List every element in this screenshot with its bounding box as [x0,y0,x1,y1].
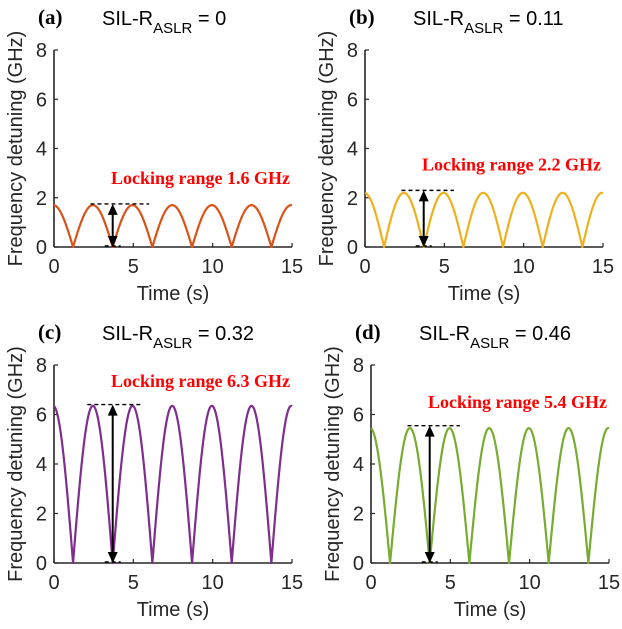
y-axis-title: Frequency detuning (GHz) [5,31,27,267]
x-axis-title: Time (s) [448,283,521,305]
arrow-head-up-icon [418,190,429,202]
y-tick-label: 0 [347,237,358,259]
panel-title-value: = 0.11 [503,8,563,30]
arrow-head-down-icon [424,552,435,563]
panel-title-subscript: ASLR [153,335,192,352]
x-tick-label: 0 [359,256,370,278]
panel-title-subscript: ASLR [464,20,503,37]
panel-title-subscript: ASLR [470,335,509,352]
x-tick-label: 0 [48,572,59,594]
y-tick-label: 4 [353,454,364,476]
x-tick-label: 0 [48,256,59,278]
x-tick-label: 10 [202,572,224,594]
x-axis-title: Time (s) [137,283,210,305]
x-tick-label: 5 [128,572,139,594]
y-tick-label: 2 [36,504,47,526]
y-tick-label: 2 [36,188,47,210]
x-tick-label: 5 [445,572,456,594]
y-axis-title: Frequency detuning (GHz) [322,346,344,582]
y-tick-label: 6 [36,89,47,111]
panel-letter: (a) [38,5,63,29]
x-tick-label: 0 [365,572,376,594]
panel-title-subscript: ASLR [153,20,192,37]
series-line [53,204,293,249]
series-line [364,191,604,249]
y-tick-label: 8 [347,40,358,62]
series-line [53,404,293,565]
x-tick-label: 15 [281,256,303,278]
panel-b: 0 2 4 6 8 0 5 10 15 Time (s) Frequency detuning (G… [316,5,614,305]
y-tick-label: 8 [36,40,47,62]
y-tick-label: 6 [353,405,364,427]
panel-letter: (b) [349,5,375,29]
x-tick-label: 15 [592,256,614,278]
y-tick-label: 2 [353,504,364,526]
x-axis-title: Time (s) [454,599,527,621]
x-tick-label: 10 [519,572,541,594]
locking-range-label: Locking range 2.2 GHz [422,154,601,174]
arrow-head-down-icon [418,236,429,247]
y-axis-title: Frequency detuning (GHz) [316,31,338,267]
locking-range-label: Locking range 6.3 GHz [111,371,290,391]
y-tick-label: 4 [36,139,47,161]
y-axis-title: Frequency detuning (GHz) [5,346,27,582]
series-line [370,427,610,565]
y-tick-label: 8 [353,355,364,377]
panel-title-main: SIL-R [102,8,153,30]
panel-title-value: = 0.32 [192,323,254,345]
panel-title-main: SIL-R [413,8,464,30]
y-tick-label: 4 [36,454,47,476]
arrow-head-down-icon [107,236,118,247]
panel-title: SIL-RASLR = 0 [102,8,226,37]
panel-title-main: SIL-R [419,323,470,345]
panel-letter: (c) [38,320,61,344]
x-tick-label: 5 [439,256,450,278]
y-tick-label: 6 [347,89,358,111]
y-tick-label: 0 [36,553,47,575]
x-tick-label: 5 [128,256,139,278]
panel-title-main: SIL-R [102,323,153,345]
y-tick-label: 8 [36,355,47,377]
arrow-head-up-icon [107,203,118,215]
x-axis-title: Time (s) [137,599,210,621]
y-tick-label: 0 [353,553,364,575]
y-tick-label: 2 [347,188,358,210]
arrow-head-up-icon [107,404,118,416]
panel-title: SIL-RASLR = 0.11 [413,8,564,37]
locking-range-label: Locking range 5.4 GHz [428,392,607,412]
y-tick-label: 4 [347,139,358,161]
y-tick-label: 6 [36,405,47,427]
x-tick-label: 15 [598,572,620,594]
x-tick-label: 10 [202,256,224,278]
panel-title-value: = 0.46 [509,323,571,345]
panel-letter: (d) [355,320,381,344]
panel-a: 0 2 4 6 8 0 5 10 15 Time (s) Frequency detuning (G… [5,5,303,305]
arrow-head-up-icon [424,425,435,437]
panel-title: SIL-RASLR = 0.32 [102,323,254,352]
panel-d: 0 2 4 6 8 0 5 10 15 Time (s) Frequency detuning (G… [322,320,620,621]
y-tick-label: 0 [36,237,47,259]
x-tick-label: 10 [513,256,535,278]
x-tick-label: 15 [281,572,303,594]
panel-title: SIL-RASLR = 0.46 [419,323,571,352]
panel-title-value: = 0 [192,8,226,30]
arrow-head-down-icon [107,552,118,563]
panel-c: 0 2 4 6 8 0 5 10 15 Time (s) Frequency detuning (G… [5,320,303,621]
locking-range-label: Locking range 1.6 GHz [111,168,290,188]
